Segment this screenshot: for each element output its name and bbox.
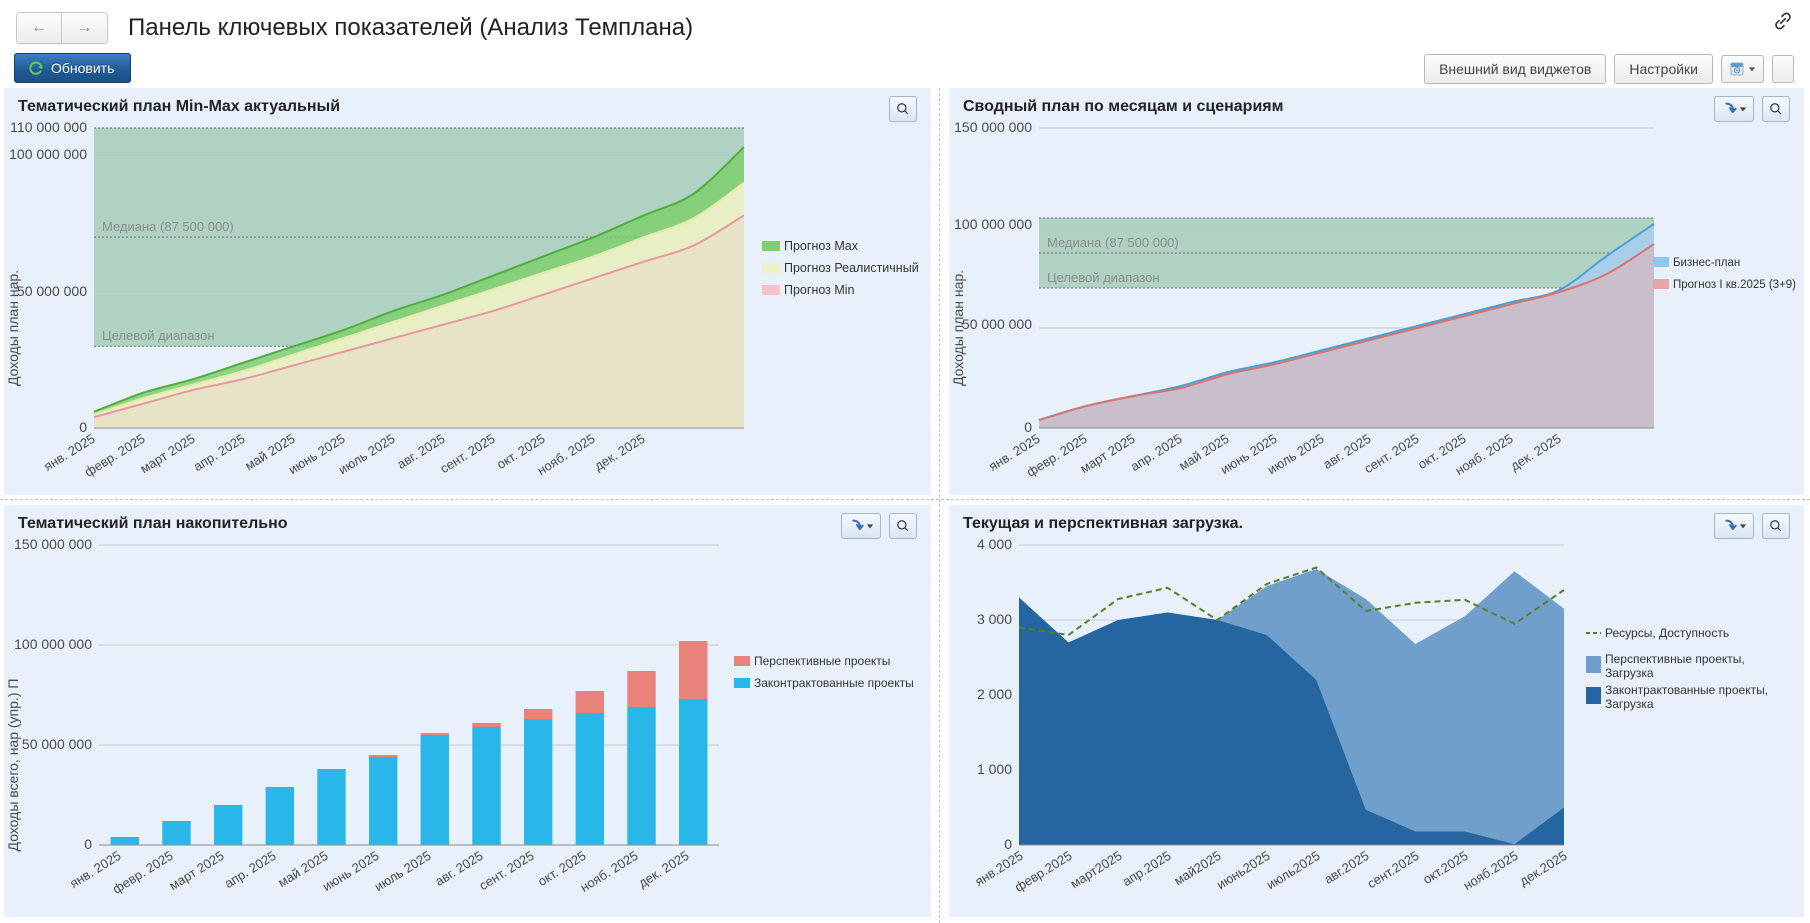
svg-text:Прогноз Min: Прогноз Min — [784, 283, 855, 297]
svg-text:Доходы план нар.: Доходы план нар. — [950, 270, 966, 386]
svg-text:50 000 000: 50 000 000 — [22, 736, 92, 752]
svg-text:нояб.2025: нояб.2025 — [1461, 848, 1521, 893]
svg-text:дек. 2025: дек. 2025 — [636, 848, 692, 891]
svg-text:Законтрактованные проекты: Законтрактованные проекты — [754, 676, 914, 690]
svg-text:сент.2025: сент.2025 — [1364, 848, 1421, 891]
svg-text:150 000 000: 150 000 000 — [954, 119, 1032, 135]
svg-text:Перспективные проекты: Перспективные проекты — [754, 654, 890, 668]
svg-text:100 000 000: 100 000 000 — [9, 146, 87, 162]
svg-text:4 000: 4 000 — [977, 536, 1012, 552]
svg-text:Перспективные проекты,: Перспективные проекты, — [1605, 652, 1745, 666]
svg-text:март 2025: март 2025 — [1077, 431, 1137, 476]
svg-text:апр.2025: апр.2025 — [1120, 848, 1174, 889]
svg-text:авг.2025: авг.2025 — [1321, 848, 1371, 887]
svg-text:100 000 000: 100 000 000 — [954, 216, 1032, 232]
svg-text:март 2025: март 2025 — [166, 848, 226, 893]
svg-text:Загрузка: Загрузка — [1605, 697, 1654, 711]
svg-text:0: 0 — [84, 836, 92, 852]
svg-text:1 000: 1 000 — [977, 761, 1012, 777]
svg-text:дек. 2025: дек. 2025 — [1508, 431, 1564, 474]
svg-text:Медиана (87 500 000): Медиана (87 500 000) — [102, 219, 234, 234]
svg-text:апр. 2025: апр. 2025 — [191, 431, 248, 474]
svg-text:дек. 2025: дек. 2025 — [592, 431, 648, 474]
svg-text:Целевой диапазон: Целевой диапазон — [102, 328, 215, 343]
svg-text:Законтрактованные проекты,: Законтрактованные проекты, — [1605, 683, 1768, 697]
svg-text:Прогноз Max: Прогноз Max — [784, 239, 859, 253]
svg-text:июль 2025: июль 2025 — [372, 848, 434, 894]
svg-text:Прогноз I кв.2025 (3+9): Прогноз I кв.2025 (3+9) — [1673, 279, 1796, 291]
svg-text:Бизнес-план: Бизнес-план — [1673, 257, 1740, 269]
svg-text:50 000 000: 50 000 000 — [962, 316, 1032, 332]
svg-text:апр. 2025: апр. 2025 — [1128, 431, 1185, 474]
svg-text:июль2025: июль2025 — [1264, 848, 1323, 893]
svg-text:сент. 2025: сент. 2025 — [1361, 431, 1421, 476]
svg-text:Целевой диапазон: Целевой диапазон — [1047, 270, 1160, 285]
svg-text:Ресурсы, Доступность: Ресурсы, Доступность — [1605, 626, 1729, 640]
svg-text:2 000: 2 000 — [977, 686, 1012, 702]
svg-text:110 000 000: 110 000 000 — [10, 119, 87, 135]
svg-text:150 000 000: 150 000 000 — [14, 536, 92, 552]
svg-text:сент. 2025: сент. 2025 — [437, 431, 497, 476]
svg-text:апр. 2025: апр. 2025 — [222, 848, 279, 891]
svg-text:сент. 2025: сент. 2025 — [476, 848, 536, 893]
svg-text:март2025: март2025 — [1067, 848, 1124, 891]
svg-text:3 000: 3 000 — [977, 611, 1012, 627]
svg-text:100 000 000: 100 000 000 — [14, 636, 92, 652]
svg-text:Медиана (87 500 000): Медиана (87 500 000) — [1047, 235, 1179, 250]
svg-text:июль 2025: июль 2025 — [336, 431, 398, 477]
svg-text:0: 0 — [1004, 836, 1012, 852]
svg-text:июнь2025: июнь2025 — [1214, 848, 1273, 892]
svg-text:нояб. 2025: нояб. 2025 — [577, 848, 640, 895]
svg-text:июнь 2025: июнь 2025 — [320, 848, 382, 894]
svg-text:Доходы всего, нар (упр.) П: Доходы всего, нар (упр.) П — [5, 679, 21, 852]
svg-text:дек.2025: дек.2025 — [1517, 848, 1570, 889]
svg-text:март 2025: март 2025 — [137, 431, 197, 476]
svg-text:50 000 000: 50 000 000 — [17, 283, 87, 299]
svg-text:Прогноз Реалистичный: Прогноз Реалистичный — [784, 261, 919, 275]
svg-text:Доходы план нар.: Доходы план нар. — [5, 270, 21, 386]
svg-text:Загрузка: Загрузка — [1605, 666, 1654, 680]
